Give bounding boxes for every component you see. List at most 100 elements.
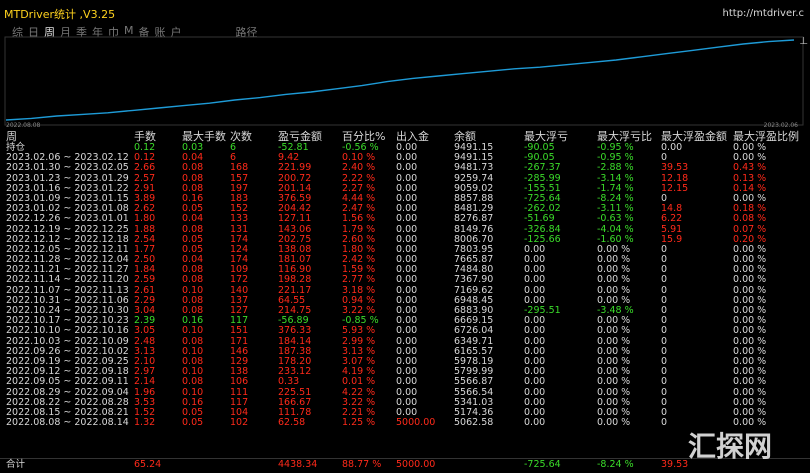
tab-magic[interactable]: M xyxy=(124,24,134,37)
table-row[interactable]: 2022.10.31 ~ 2022.11.06 2.29 0.08 137 64.55 0… xyxy=(0,294,810,306)
cell-max-float-gain: 0 xyxy=(661,315,668,327)
table-row[interactable]: 2022.12.12 ~ 2022.12.18 2.54 0.05 174 202.75… xyxy=(0,233,810,245)
tab-year[interactable]: 年 xyxy=(92,26,103,39)
cell-count: 151 xyxy=(230,325,249,337)
table-row[interactable]: 2022.09.26 ~ 2022.10.02 3.13 0.10 146 187.38… xyxy=(0,346,810,357)
cell-max-float-gain-pct: 0.00 % xyxy=(733,284,767,296)
tab-day[interactable]: 日 xyxy=(28,26,39,39)
tab-symbol[interactable]: 巾 xyxy=(108,26,119,39)
cell-max-float-loss-pct: -3.48 % xyxy=(597,305,634,316)
cell-max-float-gain: 0 xyxy=(661,264,668,276)
cell-io: 0.00 xyxy=(396,264,418,276)
cell-max-lots: 0.08 xyxy=(182,376,204,388)
col-max-float-loss-pct[interactable]: 最大浮亏比 xyxy=(597,130,652,143)
table-row[interactable]: 2022.09.05 ~ 2022.09.11 2.14 0.08 106 0.33 0.… xyxy=(0,377,810,387)
table-header: 周 手数 最大手数 次数 盈亏金额 百分比% 出入金 余额 最大浮亏 最大浮亏比… xyxy=(0,131,810,143)
cell-balance: 9259.74 xyxy=(454,172,494,184)
cell-pct: 2.77 % xyxy=(342,274,376,286)
cell-max-lots: 0.10 xyxy=(182,366,204,378)
table-row[interactable]: 2022.08.22 ~ 2022.08.28 3.53 0.16 117 166.67… xyxy=(0,396,810,408)
cell-max-float-loss: 0.00 xyxy=(524,417,546,429)
cell-balance: 9059.02 xyxy=(454,182,494,194)
tab-all[interactable]: 综 xyxy=(12,26,23,39)
cell-max-float-loss: 0.00 xyxy=(524,335,546,347)
table-row[interactable]: 2022.09.19 ~ 2022.09.25 2.10 0.08 129 178.20… xyxy=(0,355,810,367)
cell-lots: 1.96 xyxy=(134,386,156,398)
cell-max-lots: 0.04 xyxy=(182,213,204,225)
total-pct: 88.77 % xyxy=(342,459,382,470)
table-row[interactable]: 2023.02.06 ~ 2023.02.12 0.12 0.04 6 9.42 0.10… xyxy=(0,153,810,163)
table-row[interactable]: 2022.12.19 ~ 2022.12.25 1.88 0.08 131 143.06… xyxy=(0,224,810,235)
col-io[interactable]: 出入金 xyxy=(396,130,429,143)
col-max-lots[interactable]: 最大手数 xyxy=(182,130,226,143)
col-pct[interactable]: 百分比% xyxy=(342,130,386,143)
cell-io: 0.00 xyxy=(396,396,418,408)
table-row[interactable]: 2022.11.21 ~ 2022.11.27 1.84 0.08 109 116.90… xyxy=(0,265,810,275)
col-max-float-gain-pct[interactable]: 最大浮盈比例 xyxy=(733,130,799,143)
table-row[interactable]: 2022.11.28 ~ 2022.12.04 2.50 0.04 174 181.07… xyxy=(0,255,810,265)
col-pnl[interactable]: 盈亏金额 xyxy=(278,130,322,143)
col-count[interactable]: 次数 xyxy=(230,130,252,143)
col-max-float-gain[interactable]: 最大浮盈金额 xyxy=(661,130,727,143)
cell-max-lots: 0.05 xyxy=(182,243,204,255)
cell-pnl: -56.89 xyxy=(278,315,309,327)
tab-quarter[interactable]: 季 xyxy=(76,26,87,39)
table-row[interactable]: 2022.10.24 ~ 2022.10.30 3.04 0.08 127 214.75… xyxy=(0,306,810,316)
cell-lots: 3.89 xyxy=(134,192,156,204)
table-row[interactable]: 2022.11.14 ~ 2022.11.20 2.59 0.08 172 198.28… xyxy=(0,275,810,285)
cell-io: 0.00 xyxy=(396,294,418,306)
table-row[interactable]: 2022.08.08 ~ 2022.08.14 1.32 0.05 102 62.58 1… xyxy=(0,418,810,428)
table-row[interactable]: 2022.10.03 ~ 2022.10.09 2.48 0.08 171 184.14… xyxy=(0,335,810,347)
app-url-link[interactable]: http://mtdriver.c xyxy=(722,8,804,19)
table-row[interactable]: 2022.08.15 ~ 2022.08.21 1.52 0.05 104 111.78… xyxy=(0,406,810,418)
cell-lots: 2.97 xyxy=(134,366,156,378)
cell-balance: 8006.70 xyxy=(454,233,494,245)
cell-lots: 1.52 xyxy=(134,406,156,418)
table-row[interactable]: 2022.10.10 ~ 2022.10.16 3.05 0.10 151 376.33… xyxy=(0,326,810,336)
scroll-up-icon[interactable]: ⊥ xyxy=(799,36,808,47)
cell-count: 138 xyxy=(230,366,249,378)
col-balance[interactable]: 余额 xyxy=(454,130,476,143)
cell-max-lots: 0.08 xyxy=(182,264,204,276)
table-row[interactable]: 2022.11.07 ~ 2022.11.13 2.61 0.10 140 221.17… xyxy=(0,284,810,296)
tab-path[interactable]: 路径 xyxy=(235,26,258,39)
table-row[interactable]: 2022.08.29 ~ 2022.09.04 1.96 0.10 111 225.51… xyxy=(0,386,810,398)
cell-max-float-loss-pct: 0.00 % xyxy=(597,243,631,255)
table-row[interactable]: 2022.09.12 ~ 2022.09.18 2.97 0.10 138 233.12… xyxy=(0,367,810,377)
tab-month[interactable]: 月 xyxy=(60,26,71,39)
cell-lots: 2.66 xyxy=(134,162,156,174)
cell-max-float-loss-pct: 0.00 % xyxy=(597,366,631,378)
cell-period: 2022.12.12 ~ 2022.12.18 xyxy=(6,233,129,245)
tab-note[interactable]: 备 xyxy=(138,26,150,39)
cell-max-float-gain-pct: 0.00 % xyxy=(733,417,767,429)
cell-max-float-gain: 0 xyxy=(661,376,668,388)
cell-lots: 2.50 xyxy=(134,254,156,266)
cell-pnl: 166.67 xyxy=(278,396,312,408)
cell-max-float-gain: 0 xyxy=(661,274,668,286)
cell-balance: 5341.03 xyxy=(454,396,494,408)
cell-lots: 2.54 xyxy=(134,233,156,245)
hold-row[interactable]: 持仓 0.12 0.03 6 -52.81 -0.56 % 0.00 9491.… xyxy=(0,143,810,153)
table-row[interactable]: 2023.01.09 ~ 2023.01.15 3.89 0.16 183 376.59… xyxy=(0,192,810,204)
table-row[interactable]: 2023.01.30 ~ 2023.02.05 2.66 0.08 168 221.99… xyxy=(0,163,810,173)
total-lots: 65.24 xyxy=(134,459,162,470)
cell-max-float-loss-pct: 0.00 % xyxy=(597,396,631,408)
cell-balance: 7665.87 xyxy=(454,254,494,266)
cell-max-float-gain-pct: 0.00 % xyxy=(733,294,767,306)
tab-account[interactable]: 账 xyxy=(154,26,166,39)
tab-account-2[interactable]: 户 xyxy=(170,26,182,39)
tab-week[interactable]: 周 xyxy=(44,26,55,39)
cell-count: 129 xyxy=(230,355,249,367)
table-row[interactable]: 2023.01.02 ~ 2023.01.08 2.62 0.05 152 204.42… xyxy=(0,204,810,214)
cell-max-float-gain-pct: 0.00 % xyxy=(733,152,767,164)
table-row[interactable]: 2022.12.26 ~ 2023.01.01 1.80 0.04 133 127.11… xyxy=(0,214,810,224)
col-lots[interactable]: 手数 xyxy=(134,130,156,143)
cell-period: 2022.08.08 ~ 2022.08.14 xyxy=(6,417,129,429)
table-row[interactable]: 2022.12.05 ~ 2022.12.11 1.77 0.05 124 138.08… xyxy=(0,243,810,255)
col-max-float-loss[interactable]: 最大浮亏 xyxy=(524,130,568,143)
table-row[interactable]: 2023.01.16 ~ 2023.01.22 2.91 0.08 197 201.14… xyxy=(0,182,810,194)
table-row[interactable]: 2022.10.17 ~ 2022.10.23 2.39 0.16 117 -56.89… xyxy=(0,316,810,326)
col-week[interactable]: 周 xyxy=(6,130,17,143)
cell-balance: 7803.95 xyxy=(454,243,494,255)
table-row[interactable]: 2023.01.23 ~ 2023.01.29 2.57 0.08 157 200.72… xyxy=(0,172,810,184)
